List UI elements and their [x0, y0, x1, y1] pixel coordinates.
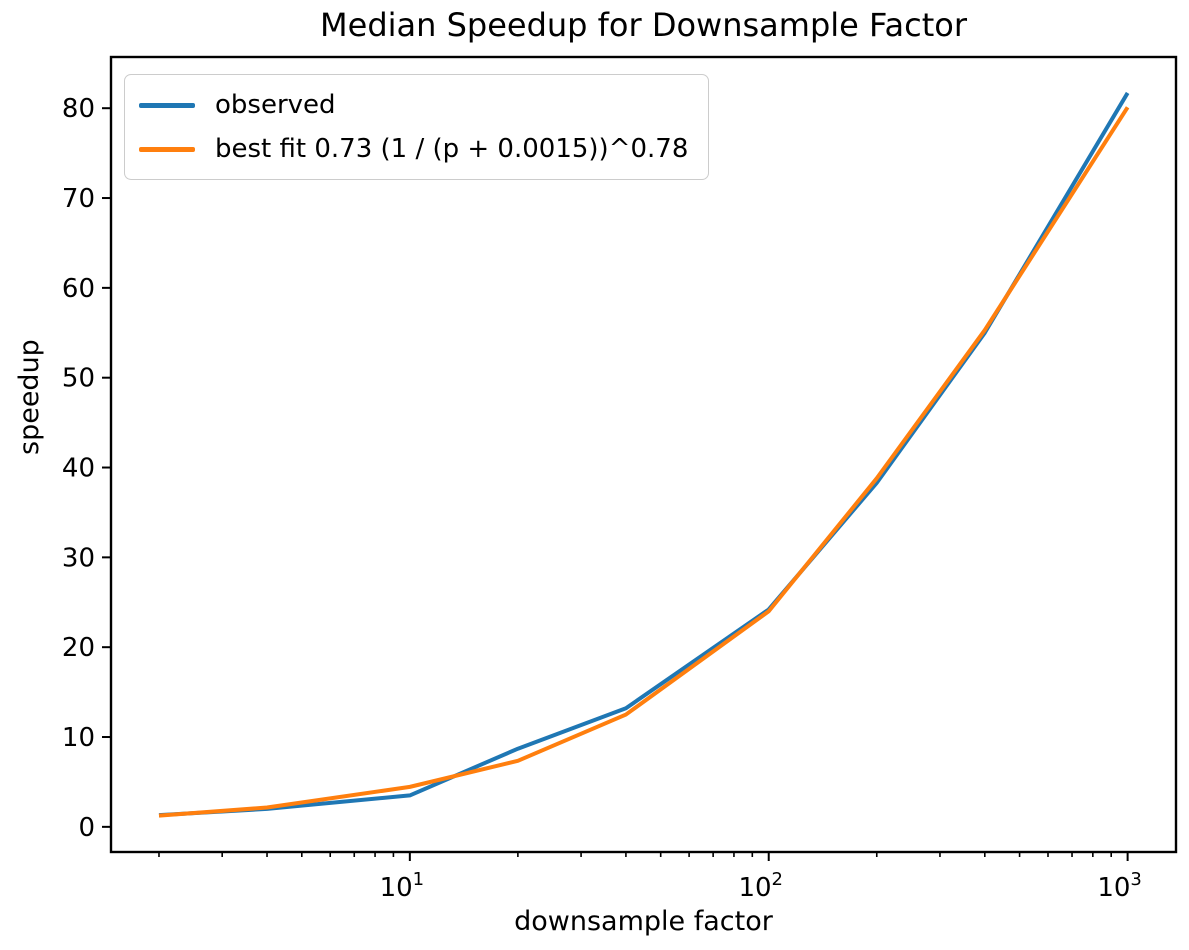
chart-title: Median Speedup for Downsample Factor [320, 6, 967, 44]
x-axis-label: downsample factor [514, 906, 773, 937]
y-tick-label: 60 [62, 274, 95, 304]
x-tick-label: 102 [738, 869, 783, 903]
y-tick-label: 70 [62, 184, 95, 214]
legend-line-swatch-best-fit [139, 146, 195, 152]
y-tick-label: 40 [62, 454, 95, 484]
legend-item-best-fit: best fit 0.73 (1 / (p + 0.0015))^0.78 [139, 127, 688, 171]
y-tick-label: 20 [62, 633, 95, 663]
y-tick-label: 50 [62, 364, 95, 394]
y-tick-label: 30 [62, 543, 95, 573]
legend-item-observed: observed [139, 83, 688, 127]
y-tick-label: 0 [78, 813, 95, 843]
legend-label-observed: observed [215, 90, 336, 120]
legend-label-best-fit: best fit 0.73 (1 / (p + 0.0015))^0.78 [215, 134, 689, 164]
plot-frame [109, 55, 1178, 854]
y-tick-label: 10 [62, 723, 95, 753]
y-tick-label: 80 [62, 94, 95, 124]
x-tick-label: 101 [380, 869, 425, 903]
data-line-observed [158, 91, 1130, 818]
legend: observed best fit 0.73 (1 / (p + 0.0015)… [124, 74, 710, 180]
data-line-best-fit [158, 106, 1130, 818]
x-tick-label: 103 [1097, 869, 1142, 903]
legend-line-swatch-observed [139, 102, 195, 108]
